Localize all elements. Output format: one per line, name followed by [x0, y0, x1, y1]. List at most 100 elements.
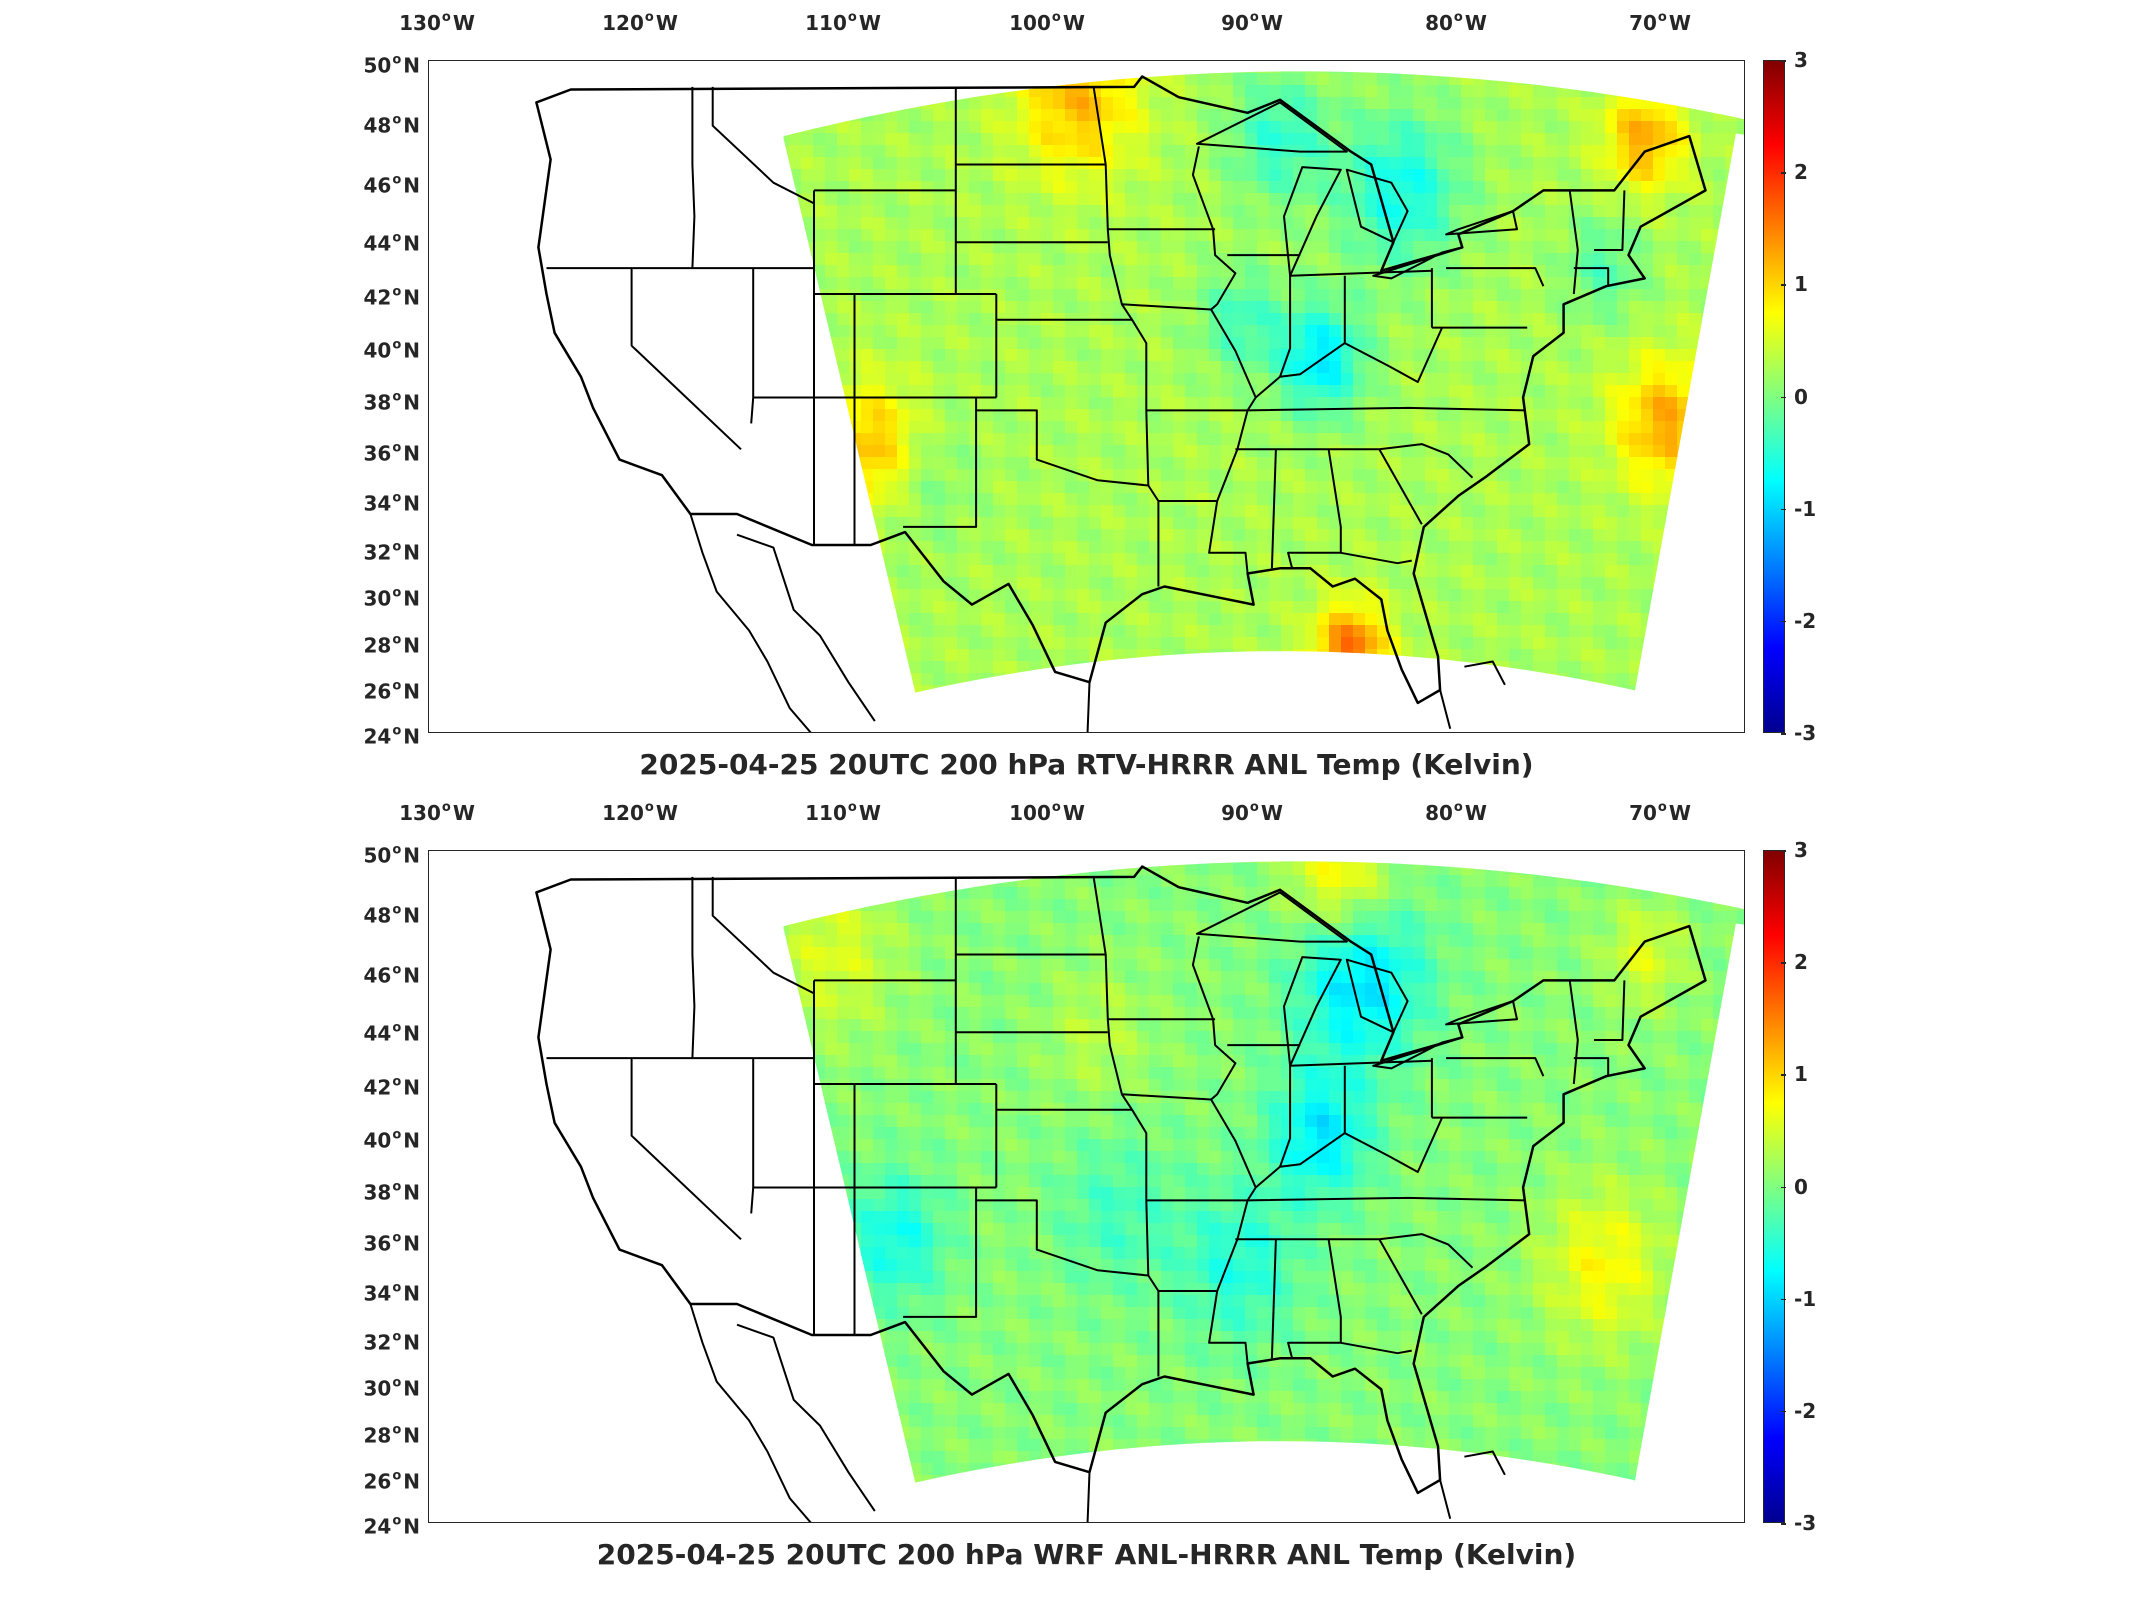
colorbar-tick-label: -1	[1794, 1286, 1817, 1311]
state-line	[1092, 876, 1148, 1201]
map-svg	[535, 861, 1744, 1522]
state-boundaries	[535, 75, 1707, 732]
lon-tick-label: 90o W	[1221, 10, 1283, 35]
colorbar-tick-label: -3	[1794, 721, 1817, 745]
coast-line	[736, 533, 876, 722]
state-line	[1121, 303, 1212, 311]
colorbar-tick-mark	[1781, 1410, 1786, 1413]
lon-tick-label: 120o W	[602, 10, 678, 35]
state-line	[1378, 1238, 1423, 1315]
great-lake	[1345, 958, 1409, 1034]
lat-tick-label: 24o N	[363, 723, 420, 749]
colorbar-tick-label: -3	[1794, 1511, 1817, 1535]
coast-line	[1439, 1479, 1452, 1520]
lat-tick-label: 38o N	[363, 389, 420, 415]
colorbar-tick-label: 1	[1794, 272, 1808, 297]
map-svg	[535, 71, 1744, 732]
state-line	[1594, 980, 1626, 1041]
state-line	[1255, 1132, 1390, 1189]
colorbar-tick-mark	[1781, 850, 1786, 852]
panel-title: 2025-04-25 20UTC 200 hPa RTV-HRRR ANL Te…	[639, 748, 1534, 781]
coast-line	[1086, 1472, 1091, 1522]
state-line	[1290, 1059, 1432, 1067]
state-line	[1379, 443, 1474, 479]
state-line	[1270, 449, 1277, 569]
great-lake	[1345, 168, 1409, 244]
lat-tick-label: 38o N	[363, 1179, 420, 1205]
lat-tick-label: 46o N	[363, 962, 420, 988]
lon-tick-label: 120o W	[602, 800, 678, 825]
state-line	[630, 268, 742, 451]
colorbar-tick-mark	[1781, 733, 1786, 735]
colorbar-tick-label: 2	[1794, 160, 1808, 185]
colorbar-tick-label: 1	[1794, 1062, 1808, 1087]
state-line	[691, 86, 696, 269]
lat-tick-label: 48o N	[363, 902, 420, 928]
state-line	[1378, 448, 1423, 525]
colorbar-tick-mark	[1781, 508, 1786, 511]
coast-line	[1464, 660, 1506, 686]
lat-tick-label: 40o N	[363, 337, 420, 363]
colorbar-tick-mark	[1781, 172, 1786, 174]
lat-tick-label: 50o N	[363, 842, 420, 868]
lat-tick-label: 32o N	[363, 539, 420, 565]
state-line	[1340, 551, 1412, 565]
state-line	[750, 1058, 755, 1214]
lat-tick-label: 46o N	[363, 172, 420, 198]
state-boundaries	[535, 865, 1707, 1522]
state-line	[976, 409, 1160, 502]
lat-tick-label: 40o N	[363, 1127, 420, 1153]
state-line	[1121, 1093, 1212, 1101]
great-lake	[1372, 246, 1464, 280]
coast-line	[1439, 689, 1452, 730]
coast-line	[1086, 682, 1091, 732]
colorbar-tick-mark	[1781, 1298, 1786, 1301]
lon-tick-label: 90o W	[1221, 800, 1283, 825]
state-line	[1290, 269, 1432, 277]
state-line	[1446, 1057, 1545, 1077]
state-line	[1568, 980, 1579, 1085]
coast-line	[689, 1303, 812, 1522]
great-lake	[1445, 1000, 1518, 1026]
colorbar-tick-label: 0	[1794, 1174, 1808, 1199]
state-line	[691, 876, 696, 1059]
colorbar-tick-mark	[1781, 284, 1786, 286]
map-frame	[428, 60, 1745, 733]
lon-tick-label: 70o W	[1629, 800, 1691, 825]
lon-tick-label: 130o W	[399, 10, 475, 35]
state-line	[1191, 146, 1257, 574]
coast-line	[1464, 1450, 1506, 1476]
us-coastline	[535, 75, 1707, 705]
colorbar-tick-mark	[1781, 396, 1786, 398]
state-line	[1145, 1200, 1150, 1276]
colorbar-tick-label: 3	[1794, 838, 1808, 862]
great-lake	[1445, 210, 1518, 236]
lon-tick-label: 80o W	[1425, 800, 1487, 825]
state-line	[1092, 86, 1148, 411]
state-line	[1255, 342, 1390, 399]
state-line	[1388, 1117, 1444, 1173]
state-line	[976, 1199, 1160, 1292]
lat-tick-label: 44o N	[363, 1020, 420, 1046]
state-line	[1270, 1239, 1277, 1359]
lat-tick-label: 48o N	[363, 112, 420, 138]
great-lake	[1283, 166, 1342, 277]
lon-tick-label: 130o W	[399, 800, 475, 825]
colorbar-tick-label: 2	[1794, 950, 1808, 975]
lat-tick-label: 44o N	[363, 230, 420, 256]
lon-tick-label: 80o W	[1425, 10, 1487, 35]
great-lake	[1372, 1036, 1464, 1070]
colorbar-tick-mark	[1781, 60, 1786, 62]
lat-tick-label: 28o N	[363, 1422, 420, 1448]
panel-bottom: 130o W 120o W 110o W 100o W 90o W 80o W 70o W 50o N 48o N…	[0, 790, 2133, 1580]
coast-line	[736, 1323, 876, 1512]
colorbar-tick-label: -2	[1794, 608, 1817, 633]
lon-tick-label: 100o W	[1009, 10, 1085, 35]
lon-tick-label: 100o W	[1009, 800, 1085, 825]
state-line	[1247, 406, 1526, 412]
state-line	[711, 86, 815, 205]
lat-tick-label: 30o N	[363, 1375, 420, 1401]
lat-tick-label: 26o N	[363, 678, 420, 704]
panel-title: 2025-04-25 20UTC 200 hPa WRF ANL-HRRR AN…	[596, 1538, 1577, 1571]
colorbar-tick-mark	[1781, 1186, 1786, 1188]
